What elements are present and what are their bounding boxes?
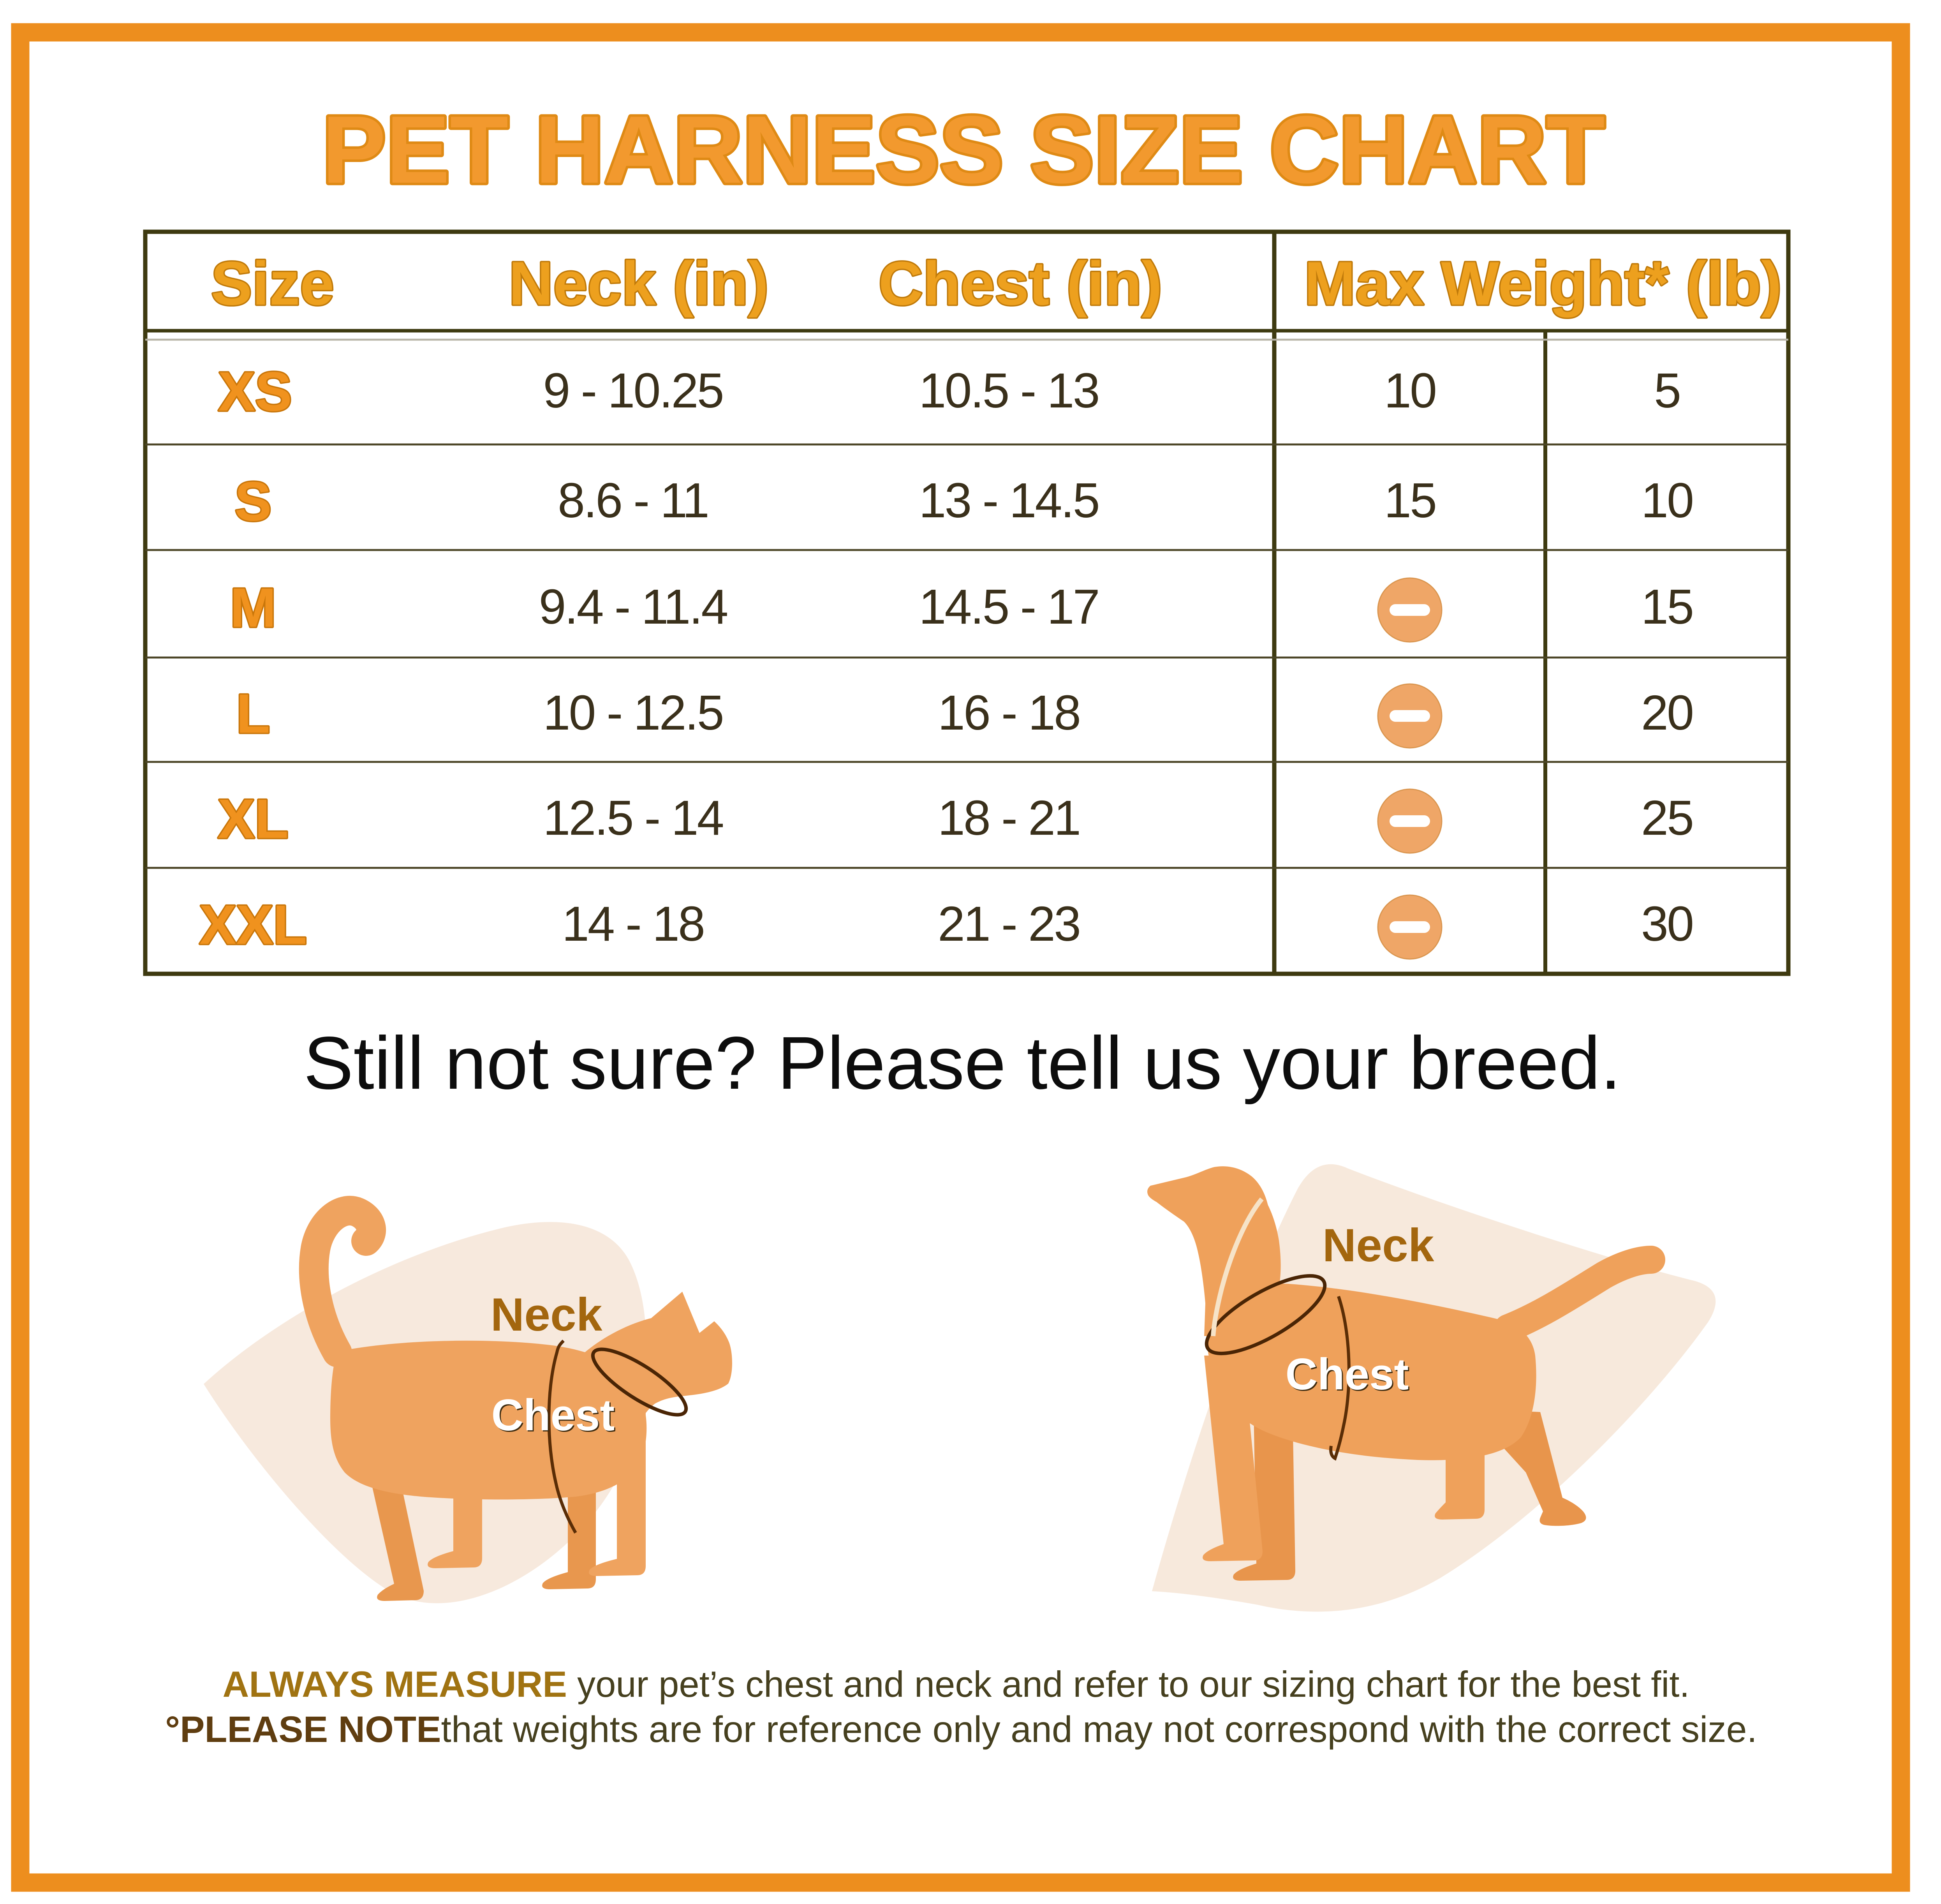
svg-text:Neck: Neck [491, 1289, 602, 1341]
svg-text:14.5 - 17: 14.5 - 17 [919, 579, 1098, 634]
svg-text:10.5 - 13: 10.5 - 13 [919, 363, 1098, 418]
svg-text:S: S [235, 471, 272, 532]
svg-text:12.5 - 14: 12.5 - 14 [543, 790, 723, 845]
svg-text:20: 20 [1641, 685, 1693, 740]
svg-text:9 - 10.25: 9 - 10.25 [543, 363, 722, 418]
svg-text:Chest: Chest [1286, 1350, 1409, 1399]
svg-text:15: 15 [1641, 579, 1693, 634]
svg-text:Chest (in): Chest (in) [879, 249, 1162, 318]
svg-text:Neck (in): Neck (in) [509, 249, 768, 318]
svg-text:L: L [236, 683, 270, 745]
svg-text:10: 10 [1384, 363, 1435, 418]
svg-text:13 - 14.5: 13 - 14.5 [919, 473, 1098, 528]
svg-text:14 - 18: 14 - 18 [562, 896, 704, 951]
svg-text:18 - 21: 18 - 21 [938, 790, 1080, 845]
svg-text:Neck: Neck [1323, 1219, 1434, 1271]
svg-text:30: 30 [1641, 896, 1693, 951]
svg-text:M: M [230, 577, 276, 639]
svg-text:Chest: Chest [1287, 1351, 1410, 1400]
svg-text:°PLEASE NOTEthat weights are f: °PLEASE NOTEthat weights are for referen… [165, 1709, 1757, 1750]
svg-text:XS: XS [218, 361, 292, 423]
svg-text:Still not sure? Please tell us: Still not sure? Please tell us your bree… [303, 1021, 1621, 1105]
svg-text:Chest: Chest [491, 1391, 615, 1440]
svg-text:PET HARNESS SIZE CHART: PET HARNESS SIZE CHART [322, 96, 1605, 203]
svg-text:10 - 12.5: 10 - 12.5 [543, 685, 722, 740]
svg-text:XL: XL [218, 788, 288, 850]
svg-text:XXL: XXL [199, 894, 307, 956]
svg-text:Chest: Chest [493, 1392, 616, 1441]
svg-text:8.6 - 11: 8.6 - 11 [558, 473, 708, 528]
svg-text:5: 5 [1654, 363, 1680, 418]
svg-text:15: 15 [1384, 473, 1435, 528]
svg-text:ALWAYS MEASURE your pet’s ches: ALWAYS MEASURE your pet’s chest and neck… [223, 1664, 1690, 1705]
svg-text:25: 25 [1641, 790, 1693, 845]
svg-text:Size: Size [211, 249, 334, 318]
svg-text:Max Weight* (lb): Max Weight* (lb) [1304, 249, 1782, 318]
svg-text:21 - 23: 21 - 23 [938, 896, 1080, 951]
svg-text:10: 10 [1641, 473, 1693, 528]
svg-text:9.4 - 11.4: 9.4 - 11.4 [539, 579, 727, 634]
svg-text:16 - 18: 16 - 18 [938, 685, 1080, 740]
